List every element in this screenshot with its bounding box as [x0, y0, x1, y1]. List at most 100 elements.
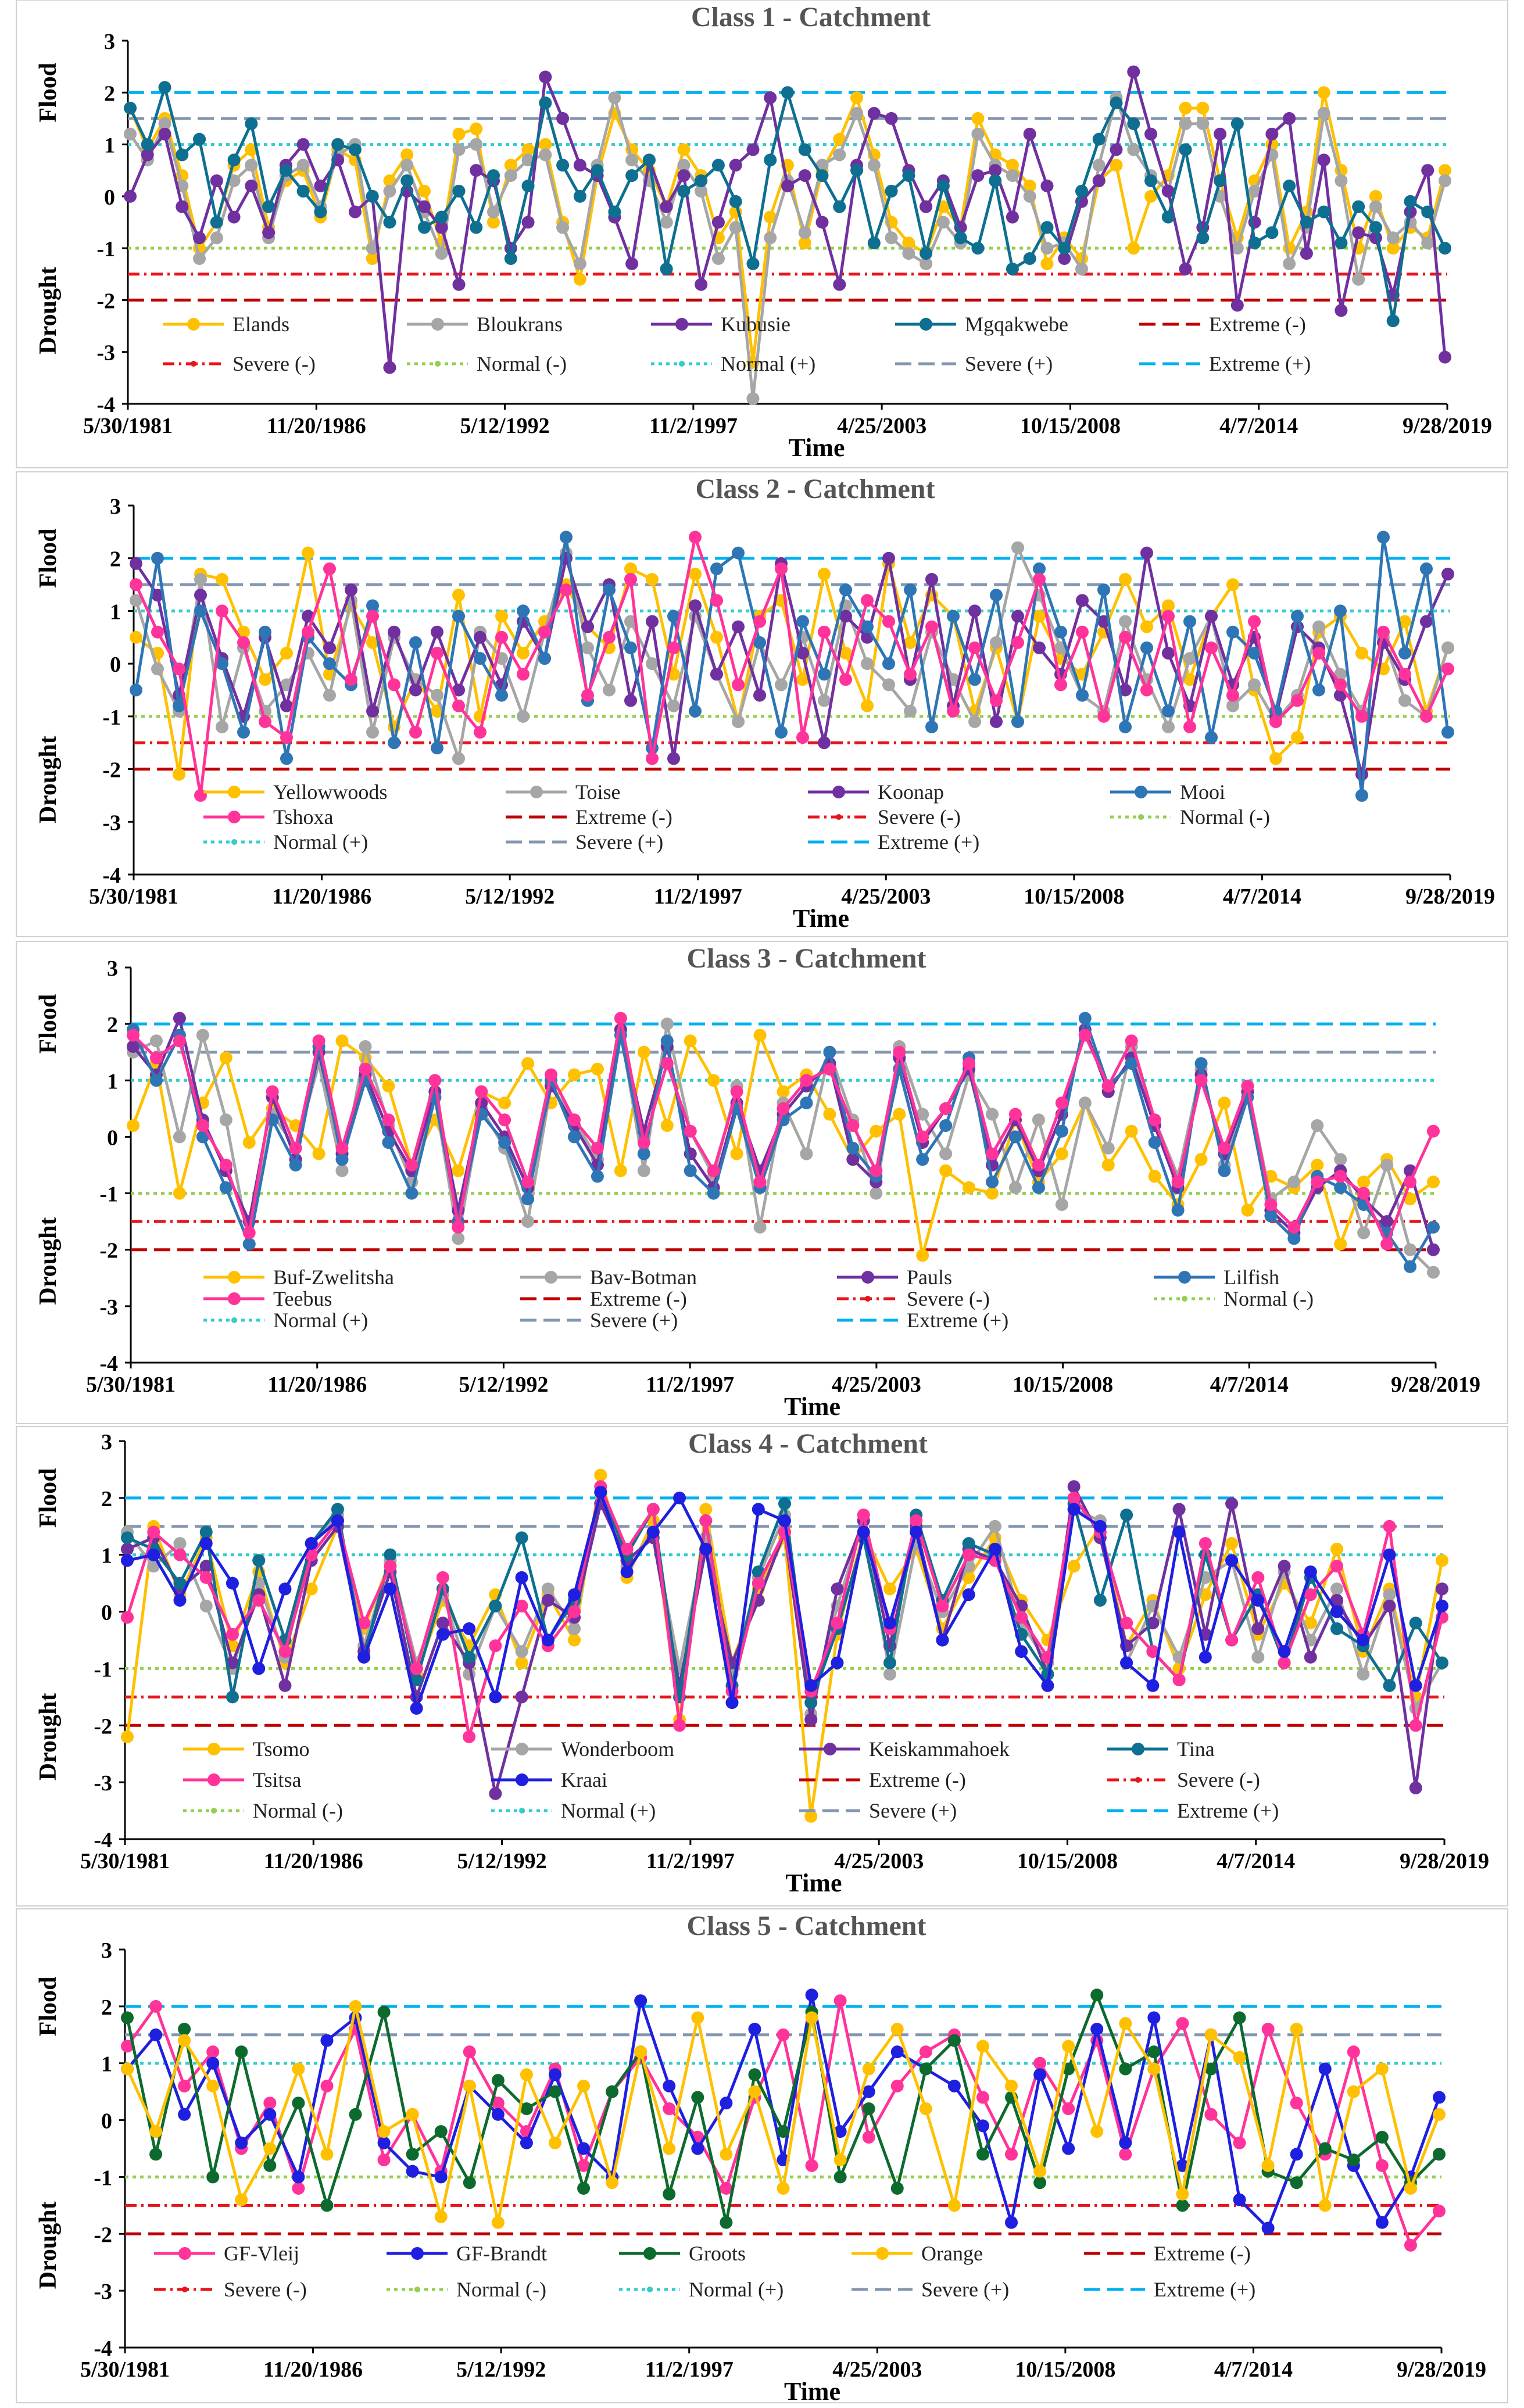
- data-point: [916, 1130, 929, 1144]
- data-point: [1317, 153, 1330, 167]
- data-point: [1119, 2017, 1132, 2030]
- chart-panel-4: Class 4 - Catchment 3 2 1 0 -1 -2 -3 -4 Flood Drou…: [16, 1426, 1508, 1907]
- data-point: [939, 1164, 953, 1177]
- data-point: [1404, 195, 1417, 208]
- data-point: [971, 127, 985, 141]
- data-point: [263, 2142, 277, 2155]
- data-point: [1119, 721, 1132, 733]
- data-point: [1110, 143, 1123, 156]
- data-point: [695, 184, 708, 198]
- data-point: [127, 1040, 139, 1053]
- data-point: [882, 678, 895, 691]
- data-point: [663, 2079, 676, 2092]
- data-point: [823, 1045, 836, 1059]
- data-point: [1317, 205, 1330, 218]
- data-point: [348, 205, 362, 218]
- data-point: [406, 2108, 419, 2121]
- legend-marker: [1135, 786, 1147, 798]
- data-point: [1110, 159, 1123, 172]
- data-point: [667, 752, 680, 765]
- data-point: [216, 604, 228, 618]
- data-point: [1369, 189, 1382, 203]
- data-point: [1033, 2165, 1047, 2178]
- legend-marker: [530, 786, 543, 798]
- data-point: [1251, 1571, 1265, 1584]
- x-tick-label: 5/12/1992: [465, 884, 554, 909]
- data-point: [660, 1057, 674, 1070]
- data-point: [976, 2040, 989, 2053]
- x-tick-label: 4/25/2003: [834, 1849, 924, 1873]
- data-point: [130, 594, 142, 607]
- legend-label: Buf-Zwelitsha: [273, 1266, 394, 1289]
- data-point: [1383, 1599, 1396, 1612]
- x-tick-label: 11/20/1986: [264, 1849, 363, 1873]
- data-point: [410, 1674, 423, 1686]
- chart-panel-3: Class 3 - Catchment 3 2 1 0 -1 -2 -3 -4 Flood Drou…: [16, 941, 1508, 1424]
- data-point: [568, 1605, 581, 1618]
- data-point: [882, 551, 895, 565]
- data-point: [1058, 252, 1071, 265]
- data-point: [1033, 562, 1046, 575]
- data-point: [130, 683, 142, 697]
- data-point: [781, 86, 794, 99]
- data-point: [452, 610, 465, 623]
- data-point: [667, 699, 680, 712]
- data-point: [673, 1719, 686, 1732]
- data-point: [753, 1220, 767, 1234]
- ylabel-drought: Drought: [35, 2201, 62, 2289]
- data-point: [691, 2011, 704, 2024]
- data-point: [689, 567, 702, 580]
- data-point: [1101, 1080, 1115, 1092]
- data-point: [707, 1074, 720, 1087]
- data-point: [1218, 1141, 1231, 1155]
- data-point: [1032, 1159, 1045, 1171]
- data-point: [124, 102, 137, 115]
- data-point: [1148, 1170, 1161, 1183]
- legend-marker: [1135, 1777, 1141, 1783]
- x-tick-label: 5/12/1992: [456, 2357, 546, 2382]
- data-point: [219, 1181, 232, 1194]
- data-point: [573, 257, 586, 270]
- data-point: [1427, 1124, 1440, 1138]
- data-point: [624, 562, 637, 575]
- data-point: [833, 1994, 847, 2008]
- data-point: [1183, 721, 1196, 733]
- data-point: [1006, 262, 1019, 275]
- data-point: [1127, 242, 1140, 255]
- data-point: [541, 1594, 554, 1607]
- data-point: [684, 1124, 697, 1138]
- data-point: [431, 625, 443, 639]
- data-point: [916, 1153, 929, 1166]
- data-point: [384, 1548, 397, 1561]
- data-point: [1380, 1238, 1394, 1250]
- data-point: [1439, 350, 1451, 364]
- data-point: [1179, 117, 1192, 130]
- data-point: [173, 1548, 187, 1561]
- legend-marker: [861, 1271, 874, 1284]
- data-point: [280, 731, 293, 744]
- legend: GF-Vleij GF-Brandt Groots Orange Extreme (-)…: [154, 2242, 1255, 2301]
- data-point: [515, 1645, 528, 1658]
- data-point: [1283, 112, 1296, 125]
- data-point: [1433, 2148, 1446, 2161]
- data-point: [1334, 1153, 1347, 1166]
- legend-label: Keiskammahoek: [869, 1737, 1010, 1761]
- data-point: [777, 1102, 790, 1115]
- data-point: [463, 1650, 476, 1664]
- data-point: [862, 2130, 875, 2144]
- data-point: [753, 636, 766, 649]
- data-point: [642, 153, 656, 167]
- data-point: [634, 1994, 647, 2008]
- data-point: [1015, 1611, 1028, 1624]
- data-point: [219, 1051, 232, 1065]
- data-point: [312, 1147, 325, 1160]
- ylabel-drought: Drought: [35, 1693, 62, 1780]
- data-point: [1317, 86, 1330, 99]
- data-point: [463, 2079, 476, 2092]
- data-point: [805, 2011, 818, 2024]
- data-point: [968, 673, 981, 686]
- data-point: [1404, 2182, 1417, 2195]
- legend-label: Kubusie: [721, 313, 790, 336]
- data-point: [463, 1622, 476, 1635]
